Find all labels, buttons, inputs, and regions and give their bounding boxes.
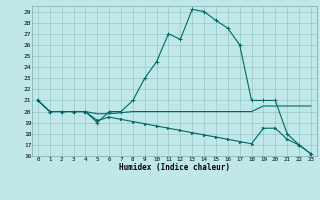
X-axis label: Humidex (Indice chaleur): Humidex (Indice chaleur) <box>119 163 230 172</box>
